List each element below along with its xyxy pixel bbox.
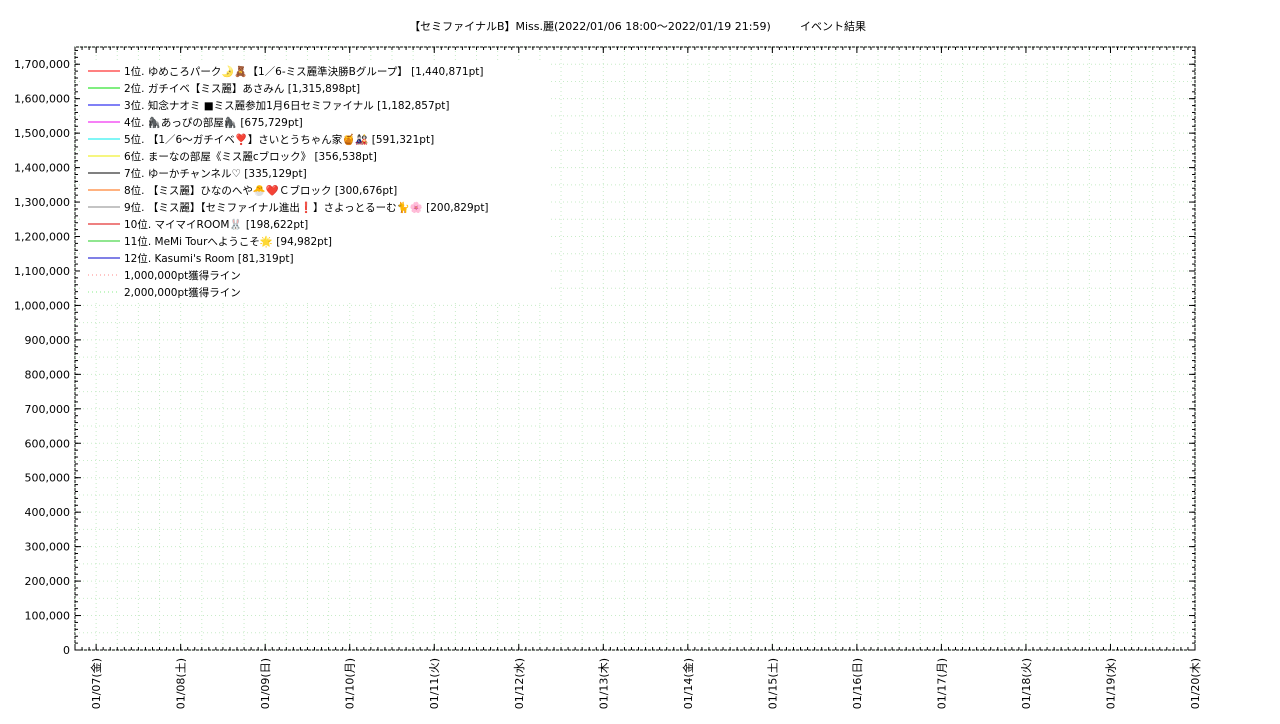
y-tick-label: 300,000 <box>25 541 71 554</box>
legend-entry: 5位. 【1／6〜ガチイベ❣️】さいとうちゃん家🍯🎎 [591,321pt] <box>124 133 434 146</box>
y-tick-label: 200,000 <box>25 575 71 588</box>
y-tick-label: 1,400,000 <box>14 162 70 175</box>
legend-entry: 7位. ゆーかチャンネル♡ [335,129pt] <box>124 167 307 180</box>
x-tick-label: 01/16(日) <box>851 658 864 709</box>
legend-entry: 2,000,000pt獲得ライン <box>124 286 241 299</box>
legend-entry: 11位. MeMi Tourへようこそ🌟 [94,982pt] <box>124 235 332 248</box>
x-tick-label: 01/07(金) <box>89 658 103 709</box>
legend-entry: 6位. まーなの部屋《ミス麗cブロック》 [356,538pt] <box>124 150 377 163</box>
x-tick-label: 01/13(木) <box>597 658 610 709</box>
y-tick-label: 100,000 <box>25 610 71 623</box>
legend-entry: 3位. 知念ナオミ ■ミス麗参加1月6日セミファイナル [1,182,857pt… <box>124 99 450 112</box>
y-tick-label: 1,600,000 <box>14 93 70 106</box>
y-tick-label: 900,000 <box>25 334 71 347</box>
y-tick-label: 1,700,000 <box>14 58 70 71</box>
x-tick-label: 01/15(土) <box>766 658 779 709</box>
legend-entry: 9位. 【ミス麗】【セミファイナル進出❗️】さよっとるーむ🐈🌸 [200,829… <box>124 201 489 214</box>
x-tick-label: 01/20(木) <box>1189 658 1202 709</box>
x-tick-label: 01/12(水) <box>513 658 526 709</box>
x-tick-label: 01/11(火) <box>428 658 441 709</box>
legend: 1位. ゆめころパーク🌛🧸【1／6-ミス麗準決勝Bグループ】 [1,440,87… <box>80 62 550 300</box>
axis-layer: 0 100,000 200,000 300,000 400,000 500,000 600,… <box>14 47 1202 709</box>
x-tick-label: 01/08(土) <box>175 658 188 709</box>
y-tick-label: 1,200,000 <box>14 231 70 244</box>
legend-entry: 4位. 🦍あっぴの部屋🦍 [675,729pt] <box>124 116 303 129</box>
y-tick-label: 1,100,000 <box>14 265 70 278</box>
legend-background <box>80 62 550 300</box>
y-tick-label: 0 <box>63 644 70 657</box>
legend-entry: 10位. マイマイROOM🐰 [198,622pt] <box>124 218 308 231</box>
legend-entry: 1位. ゆめころパーク🌛🧸【1／6-ミス麗準決勝Bグループ】 [1,440,87… <box>124 65 483 78</box>
y-tick-label: 800,000 <box>25 368 71 381</box>
x-tick-label: 01/18(火) <box>1020 658 1033 709</box>
x-tick-label: 01/09(日) <box>259 658 272 709</box>
legend-entry: 2位. ガチイベ【ミス麗】あさみん [1,315,898pt] <box>124 82 360 95</box>
x-tick-label: 01/14(金) <box>681 658 695 709</box>
x-tick-label: 01/10(月) <box>344 658 357 709</box>
x-tick-label: 01/19(水) <box>1104 658 1117 709</box>
y-tick-label: 500,000 <box>25 472 71 485</box>
x-tick-label: 01/17(月) <box>935 658 948 709</box>
legend-entry: 1,000,000pt獲得ライン <box>124 269 241 282</box>
legend-entry: 12位. Kasumi's Room [81,319pt] <box>124 252 294 265</box>
chart-subtitle: イベント結果 <box>800 19 866 33</box>
y-tick-label: 1,000,000 <box>14 299 70 312</box>
y-tick-label: 400,000 <box>25 506 71 519</box>
y-tick-label: 700,000 <box>25 403 71 416</box>
y-tick-label: 600,000 <box>25 437 71 450</box>
chart-title: 【セミファイナルB】Miss.麗(2022/01/06 18:00～2022/0… <box>409 20 771 33</box>
legend-entry: 8位. 【ミス麗】ひなのへや🐣❤️Ｃブロック [300,676pt] <box>124 184 397 197</box>
y-tick-label: 1,300,000 <box>14 196 70 209</box>
y-tick-label: 1,500,000 <box>14 127 70 140</box>
